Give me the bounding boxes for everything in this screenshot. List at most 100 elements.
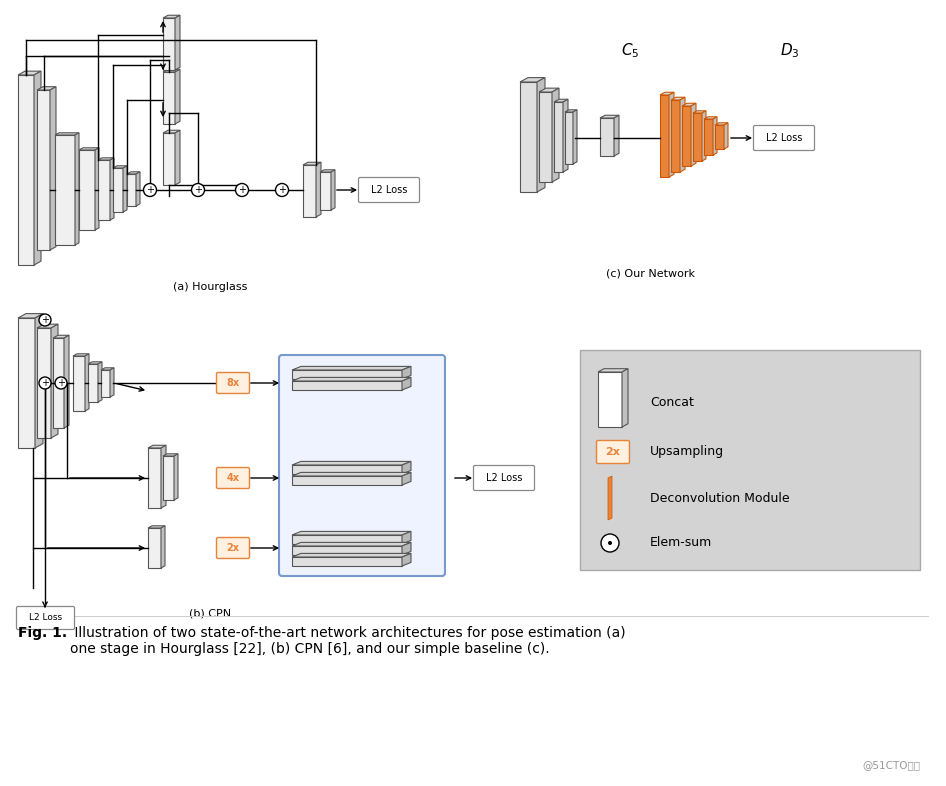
Polygon shape [520, 82, 537, 192]
Polygon shape [85, 354, 89, 411]
Polygon shape [402, 366, 411, 379]
Polygon shape [671, 97, 685, 100]
Polygon shape [713, 117, 717, 155]
Polygon shape [18, 75, 34, 265]
Polygon shape [110, 368, 114, 397]
Polygon shape [660, 92, 674, 95]
Polygon shape [316, 162, 321, 217]
Polygon shape [565, 112, 573, 164]
Polygon shape [101, 370, 110, 397]
Polygon shape [539, 92, 552, 182]
Polygon shape [37, 86, 56, 90]
Text: 2x: 2x [226, 543, 239, 553]
Polygon shape [110, 158, 114, 220]
Polygon shape [292, 461, 411, 465]
Polygon shape [303, 165, 316, 217]
Polygon shape [161, 445, 166, 508]
Polygon shape [163, 18, 175, 70]
Polygon shape [163, 133, 175, 185]
Polygon shape [539, 88, 559, 92]
Text: +: + [57, 378, 65, 388]
Polygon shape [34, 72, 41, 265]
Text: Elem-sum: Elem-sum [650, 537, 712, 549]
Polygon shape [402, 553, 411, 566]
Text: 2x: 2x [605, 447, 621, 457]
Text: Fig. 1.: Fig. 1. [18, 626, 67, 640]
Polygon shape [563, 99, 568, 172]
Polygon shape [608, 476, 612, 520]
FancyBboxPatch shape [754, 126, 815, 150]
Circle shape [191, 183, 204, 196]
Polygon shape [101, 368, 114, 370]
FancyBboxPatch shape [217, 468, 250, 489]
Polygon shape [50, 86, 56, 250]
Polygon shape [292, 542, 411, 546]
FancyBboxPatch shape [217, 373, 250, 394]
Polygon shape [73, 356, 85, 411]
Text: +: + [41, 315, 49, 325]
Polygon shape [136, 172, 140, 206]
Polygon shape [320, 172, 331, 210]
Polygon shape [113, 168, 123, 212]
Polygon shape [292, 377, 411, 381]
Polygon shape [693, 111, 706, 113]
Circle shape [601, 534, 619, 552]
Polygon shape [682, 103, 696, 106]
Polygon shape [402, 461, 411, 474]
FancyBboxPatch shape [279, 355, 445, 576]
Polygon shape [402, 472, 411, 485]
Polygon shape [704, 117, 717, 119]
Polygon shape [75, 133, 79, 245]
Text: (b) CPN: (b) CPN [189, 608, 231, 618]
Polygon shape [55, 135, 75, 245]
Polygon shape [64, 336, 69, 428]
Polygon shape [292, 546, 402, 555]
Polygon shape [715, 123, 728, 125]
Polygon shape [88, 362, 102, 364]
Text: +: + [146, 185, 154, 195]
Text: (a) Hourglass: (a) Hourglass [173, 282, 247, 292]
Polygon shape [79, 148, 99, 150]
Polygon shape [163, 130, 180, 133]
Polygon shape [292, 465, 402, 474]
Polygon shape [292, 553, 411, 557]
FancyBboxPatch shape [597, 440, 629, 464]
Polygon shape [402, 531, 411, 544]
Polygon shape [98, 362, 102, 402]
Circle shape [39, 314, 51, 326]
Circle shape [144, 183, 156, 196]
Text: +: + [194, 185, 202, 195]
Polygon shape [175, 69, 180, 124]
Polygon shape [18, 72, 41, 75]
Polygon shape [554, 102, 563, 172]
Polygon shape [127, 174, 136, 206]
Text: 4x: 4x [226, 473, 239, 483]
Polygon shape [163, 72, 175, 124]
Polygon shape [292, 535, 402, 544]
Polygon shape [53, 338, 64, 428]
Polygon shape [671, 100, 680, 172]
Text: L2 Loss: L2 Loss [766, 133, 802, 143]
Polygon shape [622, 369, 628, 427]
Polygon shape [614, 116, 619, 156]
Circle shape [55, 377, 67, 389]
Circle shape [608, 541, 612, 545]
Polygon shape [724, 123, 728, 149]
Text: @51CTO博客: @51CTO博客 [862, 760, 920, 770]
Text: 8x: 8x [226, 378, 239, 388]
Polygon shape [600, 118, 614, 156]
Polygon shape [573, 110, 577, 164]
Polygon shape [704, 119, 713, 155]
Circle shape [236, 183, 249, 196]
Polygon shape [292, 557, 402, 566]
Polygon shape [98, 160, 110, 220]
Polygon shape [331, 170, 335, 210]
Polygon shape [55, 133, 79, 135]
Polygon shape [682, 106, 691, 166]
Polygon shape [37, 328, 51, 438]
Polygon shape [292, 476, 402, 485]
Polygon shape [174, 454, 178, 500]
Polygon shape [565, 110, 577, 112]
Polygon shape [680, 97, 685, 172]
Polygon shape [660, 95, 669, 177]
